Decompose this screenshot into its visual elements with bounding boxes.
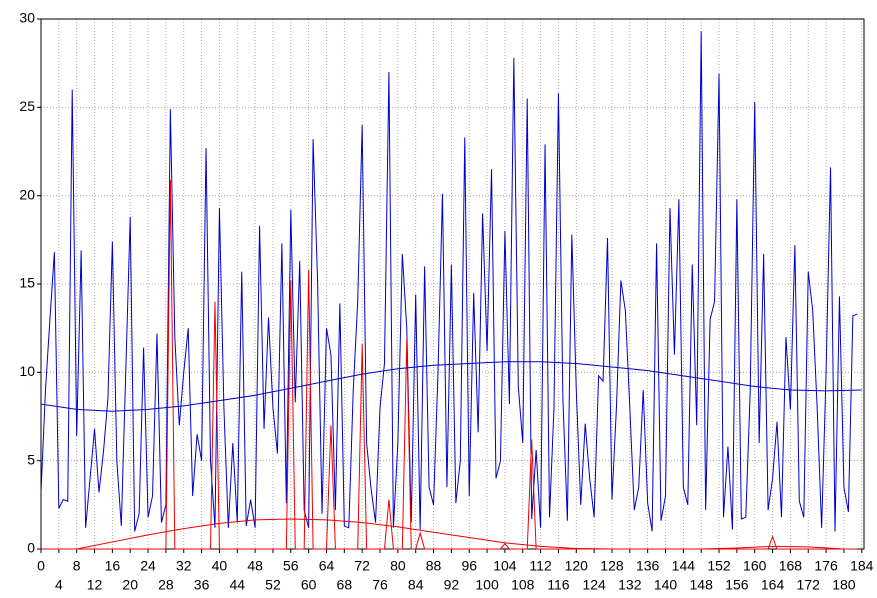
x-tick-label: 60 (301, 577, 317, 593)
x-tick-label: 164 (761, 577, 785, 593)
x-tick-label: 8 (73, 558, 81, 574)
x-tick-label: 80 (390, 558, 406, 574)
x-tick-label: 4 (55, 577, 63, 593)
x-tick-label: 40 (212, 558, 228, 574)
y-tick-label: 20 (19, 186, 35, 202)
x-tick-label: 128 (600, 558, 624, 574)
x-tick-label: 144 (672, 558, 696, 574)
y-tick-label: 10 (19, 363, 35, 379)
x-tick-label: 184 (850, 558, 874, 574)
y-tick-label: 15 (19, 275, 35, 291)
x-tick-label: 84 (408, 577, 424, 593)
x-tick-label: 16 (105, 558, 121, 574)
series-line (76, 518, 844, 550)
x-tick-label: 120 (565, 558, 589, 574)
x-tick-label: 156 (725, 577, 749, 593)
x-tick-label: 168 (779, 558, 803, 574)
x-tick-label: 44 (229, 577, 245, 593)
x-tick-label: 136 (636, 558, 660, 574)
series-line (40, 31, 858, 532)
x-tick-label: 96 (461, 558, 477, 574)
x-tick-label: 100 (475, 577, 499, 593)
y-tick-label: 30 (19, 10, 35, 26)
x-tick-label: 28 (158, 577, 174, 593)
x-tick-label: 36 (194, 577, 210, 593)
x-tick-label: 176 (814, 558, 838, 574)
x-tick-label: 160 (743, 558, 767, 574)
x-tick-label: 76 (372, 577, 388, 593)
series-line (41, 179, 858, 550)
x-tick-label: 108 (511, 577, 535, 593)
y-tick-label: 0 (27, 540, 35, 556)
x-tick-label: 116 (547, 577, 570, 593)
x-tick-label: 64 (319, 558, 335, 574)
x-tick-label: 180 (832, 577, 856, 593)
x-tick-label: 48 (247, 558, 263, 574)
x-tick-label: 172 (797, 577, 821, 593)
x-tick-label: 152 (707, 558, 731, 574)
x-tick-label: 92 (444, 577, 460, 593)
x-tick-label: 104 (493, 558, 517, 574)
y-tick-label: 5 (27, 451, 35, 467)
x-tick-label: 12 (87, 577, 103, 593)
y-tick-label: 25 (19, 98, 35, 114)
x-tick-label: 112 (529, 558, 552, 574)
x-tick-label: 148 (690, 577, 714, 593)
x-tick-label: 132 (618, 577, 642, 593)
x-tick-label: 32 (176, 558, 192, 574)
x-tick-label: 56 (283, 558, 299, 574)
x-tick-label: 72 (354, 558, 370, 574)
x-tick-label: 140 (654, 577, 678, 593)
x-tick-label: 88 (426, 558, 442, 574)
x-tick-label: 124 (582, 577, 606, 593)
x-tick-label: 20 (122, 577, 138, 593)
series-line (40, 361, 862, 412)
x-tick-label: 52 (265, 577, 281, 593)
x-tick-label: 24 (140, 558, 156, 574)
x-tick-label: 68 (337, 577, 353, 593)
x-tick-label: 0 (37, 558, 45, 574)
